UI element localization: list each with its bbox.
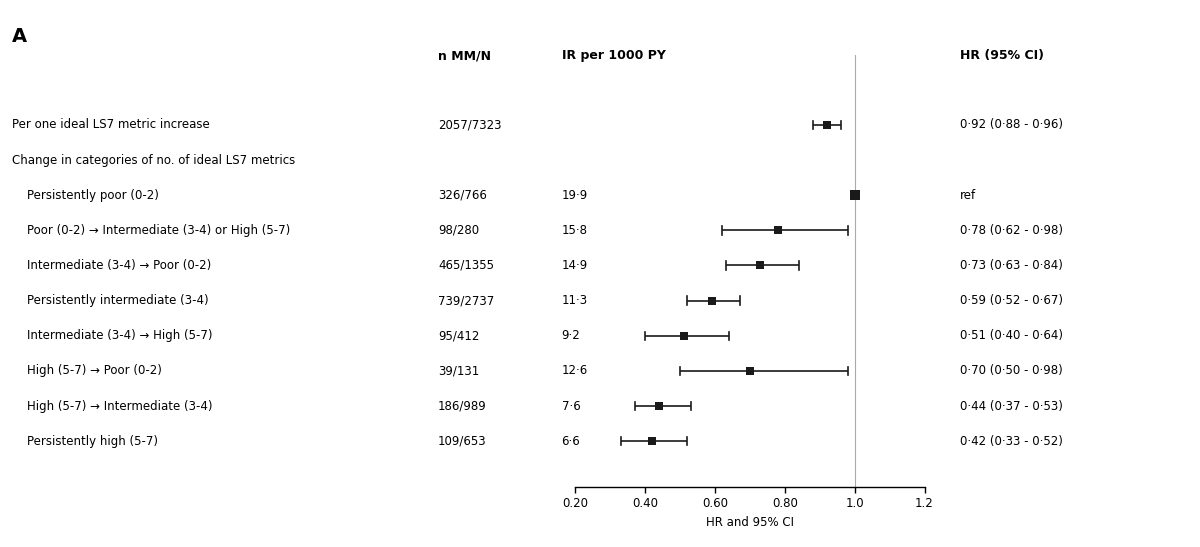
Text: Persistently high (5-7): Persistently high (5-7) <box>12 435 158 447</box>
Text: Persistently poor (0-2): Persistently poor (0-2) <box>12 189 158 202</box>
Text: 739/2737: 739/2737 <box>438 294 494 307</box>
Text: High (5-7) → Intermediate (3-4): High (5-7) → Intermediate (3-4) <box>12 399 212 412</box>
Text: 19·9: 19·9 <box>562 189 588 202</box>
Text: Per one ideal LS7 metric increase: Per one ideal LS7 metric increase <box>12 119 210 131</box>
Text: 0·59 (0·52 - 0·67): 0·59 (0·52 - 0·67) <box>960 294 1063 307</box>
Text: 0·42 (0·33 - 0·52): 0·42 (0·33 - 0·52) <box>960 435 1063 447</box>
Text: ref: ref <box>960 189 976 202</box>
Text: A: A <box>12 27 28 46</box>
Text: Persistently intermediate (3-4): Persistently intermediate (3-4) <box>12 294 209 307</box>
Text: 14·9: 14·9 <box>562 259 588 272</box>
Text: 11·3: 11·3 <box>562 294 588 307</box>
Text: 0·73 (0·63 - 0·84): 0·73 (0·63 - 0·84) <box>960 259 1063 272</box>
Text: 12·6: 12·6 <box>562 364 588 377</box>
Text: 2057/7323: 2057/7323 <box>438 119 502 131</box>
Text: 0·92 (0·88 - 0·96): 0·92 (0·88 - 0·96) <box>960 119 1063 131</box>
Text: Intermediate (3-4) → High (5-7): Intermediate (3-4) → High (5-7) <box>12 329 212 342</box>
Text: 9·2: 9·2 <box>562 329 581 342</box>
Text: 6·6: 6·6 <box>562 435 581 447</box>
Text: 0·78 (0·62 - 0·98): 0·78 (0·62 - 0·98) <box>960 224 1063 237</box>
Text: IR per 1000 PY: IR per 1000 PY <box>562 49 666 62</box>
X-axis label: HR and 95% CI: HR and 95% CI <box>706 516 794 529</box>
Text: 7·6: 7·6 <box>562 399 581 412</box>
Text: Intermediate (3-4) → Poor (0-2): Intermediate (3-4) → Poor (0-2) <box>12 259 211 272</box>
Text: 0·70 (0·50 - 0·98): 0·70 (0·50 - 0·98) <box>960 364 1063 377</box>
Text: 465/1355: 465/1355 <box>438 259 494 272</box>
Text: 109/653: 109/653 <box>438 435 487 447</box>
Text: HR (95% CI): HR (95% CI) <box>960 49 1044 62</box>
Text: 0·44 (0·37 - 0·53): 0·44 (0·37 - 0·53) <box>960 399 1063 412</box>
Text: 0·51 (0·40 - 0·64): 0·51 (0·40 - 0·64) <box>960 329 1063 342</box>
Text: Change in categories of no. of ideal LS7 metrics: Change in categories of no. of ideal LS7… <box>12 154 295 167</box>
Text: 98/280: 98/280 <box>438 224 479 237</box>
Text: Poor (0-2) → Intermediate (3-4) or High (5-7): Poor (0-2) → Intermediate (3-4) or High … <box>12 224 290 237</box>
Text: 186/989: 186/989 <box>438 399 487 412</box>
Text: 95/412: 95/412 <box>438 329 479 342</box>
Text: 326/766: 326/766 <box>438 189 487 202</box>
Text: n MM/N: n MM/N <box>438 49 491 62</box>
Text: 15·8: 15·8 <box>562 224 588 237</box>
Text: 39/131: 39/131 <box>438 364 479 377</box>
Text: High (5-7) → Poor (0-2): High (5-7) → Poor (0-2) <box>12 364 162 377</box>
